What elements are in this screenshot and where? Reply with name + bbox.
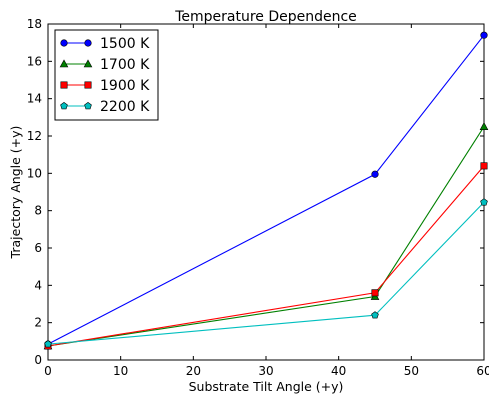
y-tick-label: 10 [27, 166, 42, 180]
y-tick-label: 14 [27, 92, 42, 106]
legend: 1500 K 1700 K 1900 K 2200 K [54, 29, 159, 121]
legend-marker-1700-k [83, 59, 93, 68]
y-tick-label: 12 [27, 129, 42, 143]
legend-marker-1500-k [60, 39, 68, 47]
chart-title: Temperature Dependence [174, 9, 357, 25]
y-axis-label: Trajectory Angle (+y) [8, 126, 23, 260]
y-axis: 0 2 4 6 8 10 12 14 16 18 [27, 17, 484, 367]
x-tick-label: 60 [476, 364, 489, 378]
x-tick-label: 10 [113, 364, 128, 378]
y-tick-label: 6 [34, 241, 42, 255]
y-tick-label: 2 [34, 316, 42, 330]
legend-label-2200-k: 2200 K [100, 99, 150, 115]
x-axis: 0 10 20 30 40 50 60 [44, 24, 489, 378]
x-axis-label: Substrate Tilt Angle (+y) [189, 379, 344, 394]
y-tick-label: 16 [27, 54, 42, 68]
data-point-2200-k [371, 311, 379, 319]
legend-marker-1500-k [84, 39, 92, 47]
legend-marker-1900-k [60, 81, 68, 89]
x-tick-label: 20 [186, 364, 201, 378]
series-layer [43, 31, 489, 350]
y-tick-label: 8 [34, 204, 42, 218]
data-point-1500-k [480, 31, 488, 39]
legend-label-1700-k: 1700 K [100, 57, 150, 73]
y-tick-label: 4 [34, 278, 42, 292]
legend-label-1900-k: 1900 K [100, 78, 150, 94]
x-tick-label: 0 [44, 364, 52, 378]
legend-box [54, 29, 159, 121]
legend-marker-1700-k [59, 59, 69, 68]
x-tick-label: 40 [331, 364, 346, 378]
data-point-2200-k [44, 340, 52, 348]
y-tick-label: 0 [34, 353, 42, 367]
data-point-1700-k [479, 122, 489, 130]
data-point-2200-k [480, 198, 488, 206]
data-point-1900-k [480, 162, 488, 170]
legend-marker-2200-k [84, 102, 92, 110]
x-tick-label: 50 [404, 364, 419, 378]
legend-label-1500-k: 1500 K [100, 36, 150, 52]
data-point-1900-k [371, 289, 379, 297]
legend-marker-2200-k [60, 102, 68, 110]
data-point-1500-k [371, 170, 379, 178]
y-tick-label: 18 [27, 17, 42, 31]
x-tick-label: 30 [258, 364, 273, 378]
legend-marker-1900-k [84, 81, 92, 89]
